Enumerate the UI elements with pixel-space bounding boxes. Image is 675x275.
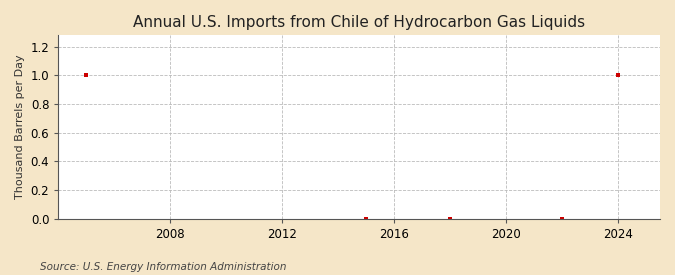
Title: Annual U.S. Imports from Chile of Hydrocarbon Gas Liquids: Annual U.S. Imports from Chile of Hydroc… (133, 15, 585, 30)
Text: Source: U.S. Energy Information Administration: Source: U.S. Energy Information Administ… (40, 262, 287, 272)
Y-axis label: Thousand Barrels per Day: Thousand Barrels per Day (15, 55, 25, 199)
